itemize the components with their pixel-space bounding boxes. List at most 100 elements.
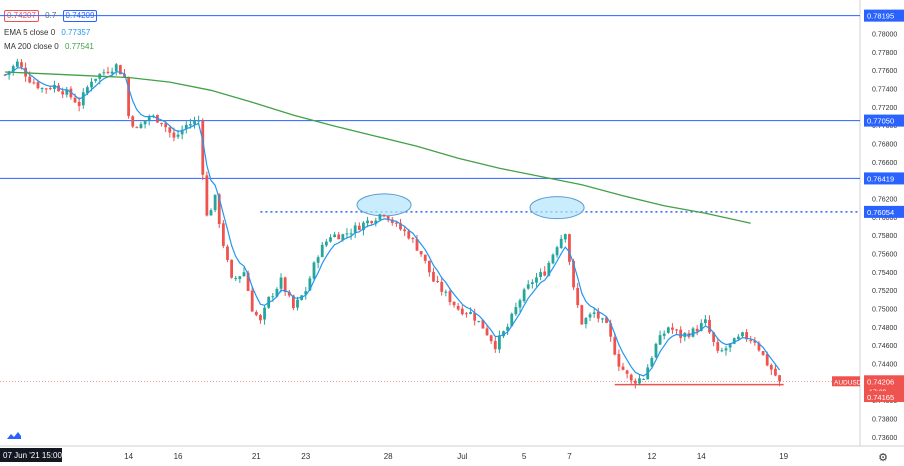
candle-body[interactable] [86, 87, 89, 94]
candle-body[interactable] [506, 326, 510, 331]
candle-body[interactable] [333, 234, 336, 237]
candle-body[interactable] [592, 312, 596, 314]
candle-body[interactable] [650, 358, 654, 367]
candle-body[interactable] [230, 259, 233, 278]
candle-body[interactable] [110, 71, 114, 74]
candle-body[interactable] [613, 337, 617, 355]
candle-body[interactable] [341, 234, 345, 241]
candle-body[interactable] [189, 124, 192, 126]
candle-body[interactable] [724, 348, 728, 351]
candle-body[interactable] [287, 291, 291, 296]
candle-body[interactable] [654, 343, 658, 358]
candle-body[interactable] [36, 82, 40, 89]
ema-legend[interactable]: EMA 5 close 0 0.77357 [4, 28, 90, 37]
candle-body[interactable] [720, 350, 724, 352]
candle-body[interactable] [160, 122, 163, 124]
candle-body[interactable] [489, 335, 493, 342]
candle-body[interactable] [250, 290, 254, 312]
candle-body[interactable] [679, 329, 683, 338]
candle-body[interactable] [254, 311, 258, 316]
candle-body[interactable] [728, 343, 732, 348]
candle-body[interactable] [90, 81, 93, 88]
candle-body[interactable] [275, 288, 279, 297]
candle-body[interactable] [11, 66, 15, 72]
candle-body[interactable] [774, 368, 777, 376]
candle-body[interactable] [510, 313, 514, 327]
candle-body[interactable] [213, 194, 217, 211]
candle-body[interactable] [666, 327, 670, 333]
candle-body[interactable] [440, 281, 444, 292]
candle-body[interactable] [436, 281, 439, 283]
candle-body[interactable] [226, 246, 229, 260]
candle-body[interactable] [316, 257, 320, 263]
candle-body[interactable] [135, 127, 139, 129]
candle-body[interactable] [485, 328, 489, 336]
candle-body[interactable] [242, 272, 246, 277]
ma200-line[interactable] [4, 71, 751, 224]
candle-body[interactable] [568, 234, 571, 262]
candle-body[interactable] [736, 336, 740, 340]
candle-body[interactable] [576, 288, 580, 306]
candle-body[interactable] [753, 340, 757, 343]
candle-body[interactable] [271, 296, 275, 298]
candle-body[interactable] [551, 254, 555, 264]
candle-body[interactable] [498, 335, 501, 350]
candle-body[interactable] [625, 370, 629, 374]
candle-body[interactable] [716, 342, 720, 351]
candle-body[interactable] [535, 277, 538, 283]
candle-body[interactable] [353, 225, 357, 233]
candle-body[interactable] [423, 254, 427, 261]
candle-body[interactable] [411, 238, 415, 240]
candle-body[interactable] [633, 380, 637, 384]
candle-body[interactable] [15, 61, 19, 67]
candle-body[interactable] [65, 89, 69, 95]
candle-body[interactable] [769, 364, 773, 370]
candle-body[interactable] [530, 282, 534, 285]
candle-body[interactable] [629, 374, 633, 381]
candle-body[interactable] [477, 320, 481, 322]
candle-body[interactable] [502, 331, 505, 337]
candle-body[interactable] [53, 84, 56, 90]
candle-body[interactable] [741, 332, 744, 337]
candle-body[interactable] [547, 262, 551, 276]
candle-body[interactable] [131, 116, 135, 127]
candle-body[interactable] [312, 262, 316, 279]
candle-body[interactable] [44, 88, 48, 90]
candle-body[interactable] [473, 312, 477, 321]
candle-body[interactable] [605, 317, 608, 323]
ema5-line[interactable] [4, 66, 781, 377]
candle-body[interactable] [444, 291, 448, 293]
candle-body[interactable] [357, 225, 361, 230]
candle-body[interactable] [448, 291, 452, 303]
candle-body[interactable] [452, 301, 456, 306]
candle-body[interactable] [757, 343, 761, 351]
candle-body[interactable] [386, 216, 390, 221]
candle-body[interactable] [761, 351, 765, 355]
gear-icon[interactable]: ⚙ [878, 452, 888, 464]
candle-body[interactable] [395, 222, 398, 224]
candle-body[interactable] [329, 237, 332, 242]
candle-body[interactable] [432, 271, 435, 282]
candle-body[interactable] [77, 101, 81, 106]
candle-body[interactable] [139, 124, 143, 129]
candle-body[interactable] [572, 260, 575, 288]
candle-body[interactable] [221, 223, 225, 246]
candle-body[interactable] [382, 214, 386, 216]
candle-body[interactable] [403, 229, 407, 232]
candle-body[interactable] [283, 277, 287, 293]
candle-body[interactable] [518, 300, 522, 308]
candle-body[interactable] [539, 272, 542, 277]
candle-body[interactable] [127, 78, 130, 117]
candle-body[interactable] [370, 221, 374, 224]
candle-body[interactable] [73, 97, 77, 103]
candle-body[interactable] [217, 194, 221, 225]
candle-body[interactable] [168, 127, 172, 133]
candle-body[interactable] [699, 323, 703, 331]
candle-body[interactable] [61, 91, 65, 95]
candle-body[interactable] [580, 305, 584, 325]
candle-body[interactable] [638, 378, 641, 384]
candle-body[interactable] [526, 284, 530, 289]
candle-body[interactable] [106, 71, 110, 73]
candle-body[interactable] [584, 318, 588, 325]
